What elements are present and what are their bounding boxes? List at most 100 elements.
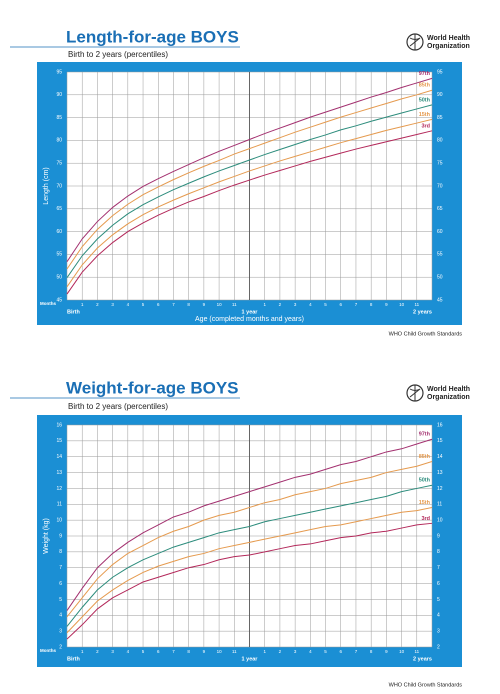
x-tick-label: 9 bbox=[203, 649, 206, 654]
y-tick-label: 15 bbox=[56, 438, 62, 444]
percentile-line bbox=[66, 484, 433, 627]
y-tick-label: 10 bbox=[56, 517, 62, 523]
x-tick-label: 8 bbox=[370, 649, 373, 654]
y-tick-label-right: 12 bbox=[437, 486, 443, 492]
org-name: Organization bbox=[427, 394, 470, 401]
x-tick-label: 5 bbox=[142, 649, 145, 654]
x-tick-label: 9 bbox=[203, 302, 206, 307]
x-tick-label: 5 bbox=[142, 302, 145, 307]
source-note: WHO Child Growth Standards bbox=[389, 682, 463, 688]
x-tick-label: 7 bbox=[172, 302, 175, 307]
x-tick-label: 4 bbox=[127, 649, 130, 654]
y-tick-label: 95 bbox=[56, 69, 62, 75]
y-tick-label-right: 2 bbox=[437, 644, 440, 650]
x-tick-label: 10 bbox=[399, 649, 405, 654]
y-tick-label: 55 bbox=[56, 252, 62, 258]
series-label: 15th bbox=[419, 112, 431, 118]
y-tick-label: 4 bbox=[59, 613, 62, 619]
x-tick-label: 11 bbox=[232, 649, 237, 654]
y-tick-label-right: 11 bbox=[437, 502, 442, 508]
y-tick-label-right: 14 bbox=[437, 454, 443, 460]
y-tick-label: 5 bbox=[59, 597, 62, 603]
x-tick-label: 3 bbox=[294, 302, 297, 307]
y-tick-label-right: 15 bbox=[437, 438, 443, 444]
x-tick-label: 2 bbox=[279, 302, 282, 307]
percentile-line bbox=[66, 460, 433, 618]
y-tick-label: 9 bbox=[59, 533, 62, 539]
series-label: 3rd bbox=[421, 516, 430, 522]
percentile-line bbox=[66, 118, 433, 288]
x-tick-label: 8 bbox=[370, 302, 373, 307]
y-tick-label-right: 95 bbox=[437, 69, 443, 75]
y-tick-label: 65 bbox=[56, 206, 62, 212]
x-tick-label: 9 bbox=[385, 302, 388, 307]
x-tick-label: 8 bbox=[187, 649, 190, 654]
y-tick-label: 75 bbox=[56, 161, 62, 167]
series-label: 50th bbox=[419, 97, 431, 103]
x-tick-label: 9 bbox=[385, 649, 388, 654]
y-axis-title: Length (cm) bbox=[43, 167, 50, 204]
percentile-line bbox=[66, 522, 433, 640]
percentile-line bbox=[66, 130, 433, 295]
y-tick-label-right: 90 bbox=[437, 92, 443, 98]
x-tick-label: 4 bbox=[127, 302, 130, 307]
percentile-line bbox=[66, 104, 433, 278]
x-tick-label: 10 bbox=[399, 302, 405, 307]
x-tick-label: 10 bbox=[217, 649, 223, 654]
y-tick-label: 12 bbox=[56, 486, 62, 492]
org-logo-staff bbox=[409, 34, 421, 50]
y-tick-label: 45 bbox=[56, 297, 62, 303]
x-tick-label: 2 years bbox=[413, 309, 432, 315]
x-tick-label: 2 years bbox=[413, 656, 432, 662]
percentile-line bbox=[66, 77, 433, 262]
x-tick-label: 1 bbox=[81, 302, 84, 307]
y-tick-label-right: 80 bbox=[437, 138, 443, 144]
y-tick-label-right: 9 bbox=[437, 533, 440, 539]
x-tick-label: 11 bbox=[414, 649, 419, 654]
x-tick-label: 2 bbox=[96, 302, 99, 307]
org-name: World Health bbox=[427, 386, 470, 393]
y-tick-label: 60 bbox=[56, 229, 62, 235]
y-tick-label-right: 13 bbox=[437, 470, 443, 476]
months-label: Months bbox=[40, 301, 56, 306]
y-tick-label-right: 6 bbox=[437, 581, 440, 587]
y-axis-title: Weight (kg) bbox=[43, 518, 50, 554]
y-tick-label-right: 8 bbox=[437, 549, 440, 555]
x-tick-label: 5 bbox=[324, 649, 327, 654]
x-tick-label: 3 bbox=[111, 649, 114, 654]
y-tick-label-right: 16 bbox=[437, 422, 443, 428]
y-tick-label-right: 85 bbox=[437, 115, 443, 121]
y-tick-label: 70 bbox=[56, 183, 62, 189]
y-tick-label: 7 bbox=[59, 565, 62, 571]
series-label: 3rd bbox=[421, 123, 430, 129]
y-tick-label-right: 45 bbox=[437, 297, 443, 303]
y-tick-label: 13 bbox=[56, 470, 62, 476]
y-tick-label-right: 50 bbox=[437, 275, 443, 281]
x-tick-label: 4 bbox=[309, 649, 312, 654]
series-label: 85th bbox=[419, 83, 431, 89]
y-tick-label: 14 bbox=[56, 454, 62, 460]
x-tick-label: 2 bbox=[96, 649, 99, 654]
x-tick-label: 6 bbox=[339, 649, 342, 654]
series-label: 97th bbox=[419, 432, 431, 438]
x-tick-label: 8 bbox=[187, 302, 190, 307]
series-label: 50th bbox=[419, 478, 431, 484]
x-tick-label: 11 bbox=[232, 302, 237, 307]
y-tick-label-right: 10 bbox=[437, 517, 443, 523]
series-label: 97th bbox=[419, 71, 431, 77]
y-tick-label: 50 bbox=[56, 275, 62, 281]
y-tick-label: 16 bbox=[56, 422, 62, 428]
x-tick-label: 1 bbox=[81, 649, 84, 654]
chart-subtitle: Birth to 2 years (percentiles) bbox=[68, 50, 168, 59]
y-tick-label-right: 3 bbox=[437, 628, 440, 634]
x-tick-label: 6 bbox=[157, 302, 160, 307]
y-tick-label-right: 55 bbox=[437, 252, 443, 258]
x-tick-label: 11 bbox=[414, 302, 419, 307]
y-tick-label-right: 70 bbox=[437, 183, 443, 189]
org-name: Organization bbox=[427, 43, 470, 50]
x-tick-label: 1 bbox=[263, 649, 266, 654]
months-label: Months bbox=[40, 648, 56, 653]
x-tick-label: 1 year bbox=[242, 656, 259, 662]
x-tick-label: 7 bbox=[172, 649, 175, 654]
